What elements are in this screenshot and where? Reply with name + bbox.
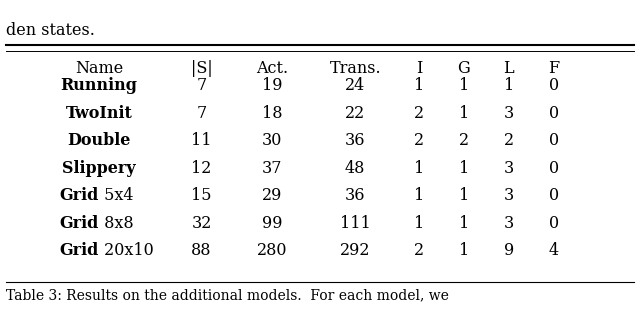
Text: 0: 0 <box>548 105 559 122</box>
Text: 292: 292 <box>340 242 371 259</box>
Text: 36: 36 <box>345 187 365 204</box>
Text: 1: 1 <box>459 242 469 259</box>
Text: 4: 4 <box>548 242 559 259</box>
Text: den states.: den states. <box>6 22 95 39</box>
Text: Grid: Grid <box>60 215 99 232</box>
Text: 0: 0 <box>548 160 559 177</box>
Text: 3: 3 <box>504 187 514 204</box>
Text: 3: 3 <box>504 160 514 177</box>
Text: 1: 1 <box>459 215 469 232</box>
Text: 7: 7 <box>196 105 207 122</box>
Text: 29: 29 <box>262 187 282 204</box>
Text: |S|: |S| <box>191 60 212 77</box>
Text: 8x8: 8x8 <box>99 215 134 232</box>
Text: 111: 111 <box>340 215 371 232</box>
Text: 99: 99 <box>262 215 282 232</box>
Text: Grid: Grid <box>60 187 99 204</box>
Text: 1: 1 <box>504 77 514 94</box>
Text: 24: 24 <box>345 77 365 94</box>
Text: 280: 280 <box>257 242 287 259</box>
Text: 36: 36 <box>345 132 365 149</box>
Text: Trans.: Trans. <box>330 60 381 77</box>
Text: 18: 18 <box>262 105 282 122</box>
Text: 1: 1 <box>459 160 469 177</box>
Text: 19: 19 <box>262 77 282 94</box>
Text: 0: 0 <box>548 187 559 204</box>
Text: 20x10: 20x10 <box>99 242 154 259</box>
Text: Double: Double <box>67 132 131 149</box>
Text: 11: 11 <box>191 132 212 149</box>
Text: 32: 32 <box>191 215 212 232</box>
Text: 88: 88 <box>191 242 212 259</box>
Text: 1: 1 <box>414 215 424 232</box>
Text: Slippery: Slippery <box>62 160 136 177</box>
Text: 2: 2 <box>414 105 424 122</box>
Text: 48: 48 <box>345 160 365 177</box>
Text: 1: 1 <box>414 160 424 177</box>
Text: L: L <box>504 60 514 77</box>
Text: 1: 1 <box>414 187 424 204</box>
Text: Grid: Grid <box>60 242 99 259</box>
Text: 0: 0 <box>548 77 559 94</box>
Text: 2: 2 <box>414 242 424 259</box>
Text: G: G <box>458 60 470 77</box>
Text: I: I <box>416 60 422 77</box>
Text: 3: 3 <box>504 215 514 232</box>
Text: 2: 2 <box>504 132 514 149</box>
Text: 3: 3 <box>504 105 514 122</box>
Text: Name: Name <box>75 60 124 77</box>
Text: Running: Running <box>61 77 138 94</box>
Text: F: F <box>548 60 559 77</box>
Text: 0: 0 <box>548 215 559 232</box>
Text: 15: 15 <box>191 187 212 204</box>
Text: 1: 1 <box>414 77 424 94</box>
Text: 2: 2 <box>459 132 469 149</box>
Text: Table 3: Results on the additional models.  For each model, we: Table 3: Results on the additional model… <box>6 289 449 303</box>
Text: 12: 12 <box>191 160 212 177</box>
Text: 0: 0 <box>548 132 559 149</box>
Text: 22: 22 <box>345 105 365 122</box>
Text: TwoInit: TwoInit <box>66 105 132 122</box>
Text: 9: 9 <box>504 242 514 259</box>
Text: 37: 37 <box>262 160 282 177</box>
Text: 1: 1 <box>459 187 469 204</box>
Text: 7: 7 <box>196 77 207 94</box>
Text: 5x4: 5x4 <box>99 187 134 204</box>
Text: 2: 2 <box>414 132 424 149</box>
Text: 1: 1 <box>459 77 469 94</box>
Text: 1: 1 <box>459 105 469 122</box>
Text: Act.: Act. <box>256 60 288 77</box>
Text: 30: 30 <box>262 132 282 149</box>
